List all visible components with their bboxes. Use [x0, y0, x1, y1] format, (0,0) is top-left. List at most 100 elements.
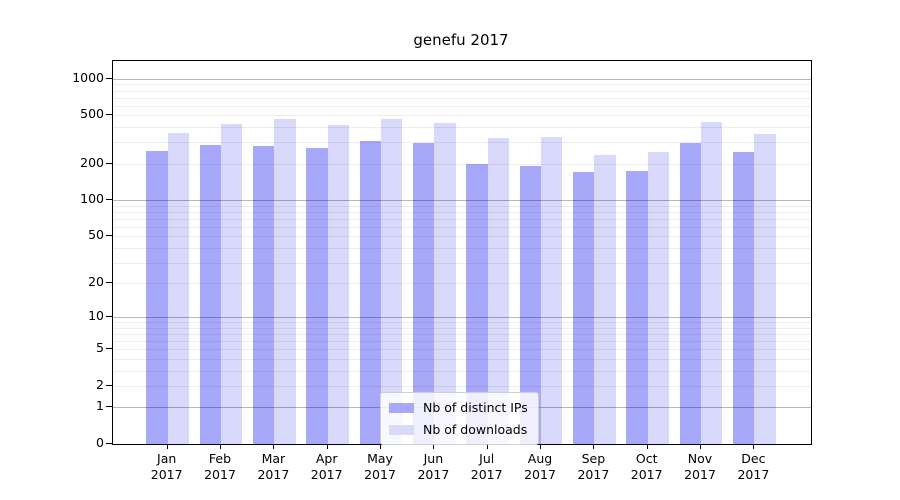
gridline-minor — [113, 283, 811, 285]
bar-downloads-dec — [754, 134, 776, 444]
gridline-minor — [113, 163, 811, 165]
gridline-minor — [113, 84, 811, 86]
y-tick-label: 5 — [96, 340, 104, 356]
x-tick-label: Nov 2017 — [684, 451, 716, 482]
y-tick-mark — [106, 235, 112, 237]
gridline-major — [113, 78, 811, 80]
y-tick-mark — [106, 406, 112, 408]
legend-item-downloads: Nb of downloads — [389, 420, 528, 439]
x-tick-mark — [380, 444, 381, 449]
gridline-minor — [113, 247, 811, 249]
gridline-minor — [113, 115, 811, 117]
bar-downloads-mar — [274, 118, 296, 444]
bar-downloads-aug — [541, 136, 563, 444]
y-tick-mark — [106, 316, 112, 318]
x-tick-mark — [166, 444, 168, 449]
y-tick-label: 100 — [80, 191, 104, 206]
plot-area: Nb of distinct IPs Nb of downloads — [112, 60, 812, 445]
gridline-minor — [113, 349, 811, 351]
x-tick-label: May 2017 — [364, 451, 396, 482]
x-tick-mark — [540, 444, 541, 449]
gridline-minor — [113, 236, 811, 238]
x-tick-mark — [593, 444, 595, 449]
gridline-minor — [113, 385, 811, 387]
bar-ips-jun — [413, 143, 435, 444]
gridline-minor — [113, 262, 811, 264]
x-tick-label: Mar 2017 — [257, 451, 290, 482]
gridline-minor — [113, 105, 811, 107]
bar-downloads-sep — [594, 155, 616, 444]
bar-downloads-nov — [701, 122, 723, 444]
x-tick-mark — [646, 444, 648, 449]
bar-ips-dec — [733, 151, 755, 444]
y-tick-label: 50 — [88, 227, 104, 243]
gridline-minor — [113, 90, 811, 92]
x-tick-label: Sep 2017 — [577, 451, 610, 482]
bar-ips-mar — [253, 146, 275, 444]
y-tick-mark — [106, 443, 112, 444]
bar-ips-jul — [466, 164, 488, 444]
bar-ips-sep — [573, 171, 595, 444]
bar-downloads-may — [381, 119, 403, 444]
bar-ips-feb — [199, 144, 221, 444]
bar-downloads-jun — [434, 123, 456, 444]
gridline-minor — [113, 370, 811, 372]
legend: Nb of distinct IPs Nb of downloads — [380, 392, 539, 445]
y-tick-label: 500 — [80, 106, 104, 122]
x-tick-mark — [273, 444, 275, 449]
gridline-minor — [113, 205, 811, 207]
bar-ips-apr — [306, 147, 328, 444]
legend-swatch-downloads — [389, 424, 414, 435]
y-tick-mark — [106, 348, 112, 350]
gridline-minor — [113, 358, 811, 360]
x-tick-mark — [326, 444, 328, 449]
chart-title: genefu 2017 — [413, 31, 509, 49]
y-tick-mark — [106, 282, 112, 284]
bar-ips-jan — [146, 150, 168, 444]
legend-label-distinct-ips: Nb of distinct IPs — [423, 400, 528, 415]
gridline-minor — [113, 142, 811, 144]
bar-downloads-jul — [487, 138, 509, 444]
y-tick-label: 10 — [88, 308, 104, 324]
gridline-minor — [113, 322, 811, 324]
x-tick-mark — [700, 444, 701, 449]
x-tick-mark — [486, 444, 488, 449]
bar-downloads-feb — [221, 123, 243, 444]
y-tick-label: 200 — [80, 154, 104, 170]
x-tick-label: Aug 2017 — [524, 451, 556, 482]
gridline-major — [113, 317, 811, 319]
x-tick-mark — [220, 444, 221, 449]
bar-downloads-jan — [167, 132, 189, 444]
bar-ips-nov — [679, 143, 701, 444]
y-tick-label: 0 — [96, 435, 104, 450]
legend-swatch-ips — [389, 402, 414, 413]
x-tick-label: Jun 2017 — [417, 451, 450, 482]
legend-label-downloads: Nb of downloads — [423, 422, 528, 437]
x-tick-label: Oct 2017 — [630, 451, 663, 482]
gridline-minor — [113, 226, 811, 228]
legend-item-distinct-ips: Nb of distinct IPs — [389, 398, 528, 417]
x-tick-label: Jul 2017 — [470, 451, 503, 482]
gridline-minor — [113, 127, 811, 129]
y-tick-mark — [106, 77, 112, 79]
x-tick-mark — [433, 444, 435, 449]
gridline-minor — [113, 97, 811, 99]
bar-downloads-oct — [647, 151, 669, 444]
gridline-minor — [113, 211, 811, 213]
y-tick-mark — [106, 384, 112, 386]
y-tick-label: 20 — [88, 274, 104, 290]
x-tick-label: Dec 2017 — [737, 451, 770, 482]
gridline-minor — [113, 218, 811, 220]
gridline-minor — [113, 327, 811, 329]
x-tick-label: Feb 2017 — [204, 451, 236, 482]
bar-ips-may — [359, 140, 381, 444]
y-tick-mark — [106, 162, 112, 164]
x-tick-mark — [753, 444, 755, 449]
y-tick-label: 1000 — [72, 69, 104, 85]
gridline-minor — [113, 341, 811, 343]
bar-downloads-apr — [327, 124, 349, 444]
gridline-major — [113, 200, 811, 201]
gridline-minor — [113, 334, 811, 336]
x-tick-label: Apr 2017 — [310, 451, 343, 482]
